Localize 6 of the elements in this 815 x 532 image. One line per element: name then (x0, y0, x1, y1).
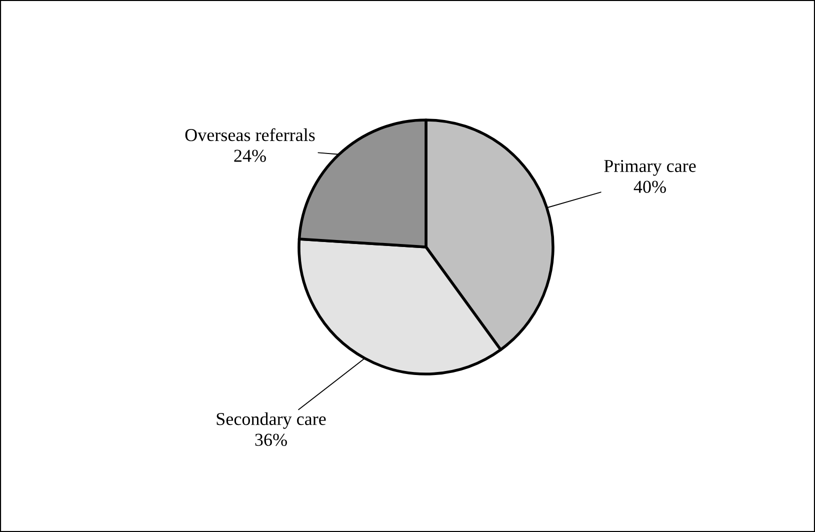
data-label: 36% (255, 434, 287, 446)
slice-label: Primary care (604, 160, 696, 176)
data-label: 40% (634, 180, 666, 193)
slice-label: Secondary care (216, 412, 326, 429)
data-label: 24% (234, 150, 266, 162)
slice-label: Overseas referrals (185, 128, 315, 142)
